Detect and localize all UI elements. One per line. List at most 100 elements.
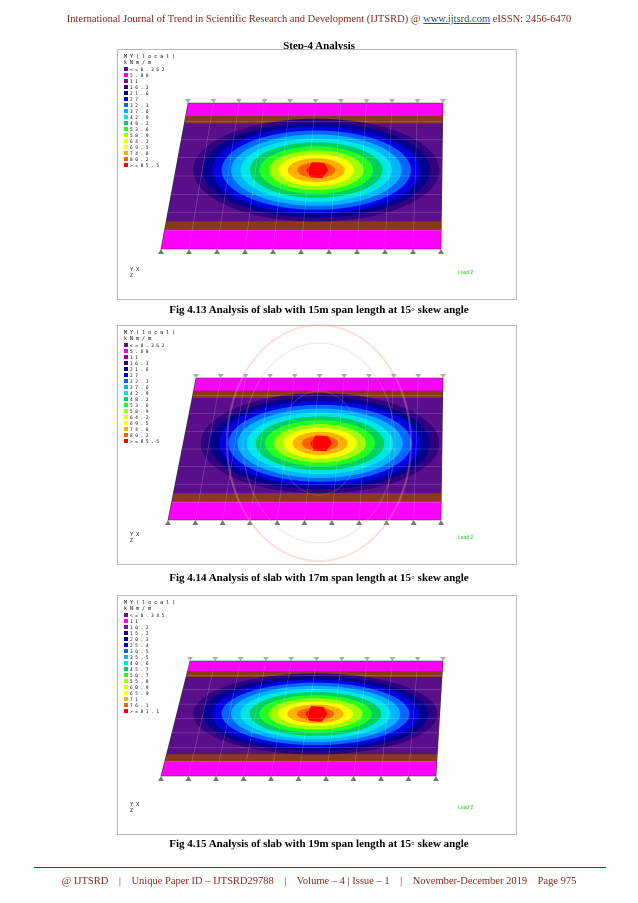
legend-label: 3 5 . 5 bbox=[130, 655, 149, 661]
legend-swatch bbox=[124, 667, 128, 671]
legend-title: M Y ( l o c a l ) bbox=[124, 330, 175, 336]
legend-swatch bbox=[124, 133, 128, 137]
support-marker bbox=[328, 520, 335, 525]
legend-label: 5 . 8 8 bbox=[130, 73, 149, 79]
support-marker bbox=[261, 99, 268, 103]
legend-title: M Y ( l o c a l ) bbox=[124, 54, 175, 60]
legend-label: 5 3 . 6 bbox=[130, 127, 149, 133]
support-marker bbox=[212, 657, 219, 661]
legend-swatch bbox=[124, 391, 128, 395]
legend-swatch bbox=[124, 661, 128, 665]
legend-label: 3 7 . 6 bbox=[130, 385, 149, 391]
support-marker bbox=[338, 657, 345, 661]
axis-y-label: Y bbox=[130, 267, 134, 273]
legend-label: 2 7 bbox=[130, 97, 138, 103]
support-marker bbox=[301, 520, 308, 525]
legend-swatch bbox=[124, 67, 128, 71]
legend-swatch bbox=[124, 709, 128, 713]
legend-swatch bbox=[124, 355, 128, 359]
legend-swatch bbox=[124, 691, 128, 695]
support-marker bbox=[158, 776, 164, 781]
support-marker bbox=[267, 374, 274, 378]
support-marker bbox=[210, 99, 217, 103]
footer-paper-id: Unique Paper ID – IJTSRD29788 bbox=[131, 876, 274, 887]
support-marker bbox=[291, 374, 298, 378]
support-marker bbox=[298, 249, 304, 254]
legend-swatch bbox=[124, 649, 128, 653]
footer-page: Page 975 bbox=[537, 876, 577, 887]
legend-swatch bbox=[124, 433, 128, 437]
load-case-label: Load 2 bbox=[458, 805, 474, 811]
legend-swatch bbox=[124, 73, 128, 77]
journal-website-link[interactable]: www.ijtsrd.com bbox=[423, 14, 491, 25]
legend-swatch bbox=[124, 163, 128, 167]
legend-label: 1 1 bbox=[130, 619, 138, 625]
legend-label: 6 5 . 9 bbox=[130, 691, 149, 697]
legend-swatch bbox=[124, 349, 128, 353]
legend-swatch bbox=[124, 361, 128, 365]
legend-label: 5 . 6 8 bbox=[130, 349, 149, 355]
legend-swatch bbox=[124, 373, 128, 377]
axis-x-label: X bbox=[136, 267, 140, 273]
legend-label: 7 4 . 8 bbox=[130, 151, 149, 157]
support-marker bbox=[415, 374, 422, 378]
legend-label: 1 1 bbox=[130, 355, 138, 361]
support-marker bbox=[414, 99, 421, 103]
figure-caption: Fig 4.15 Analysis of slab with 19m span … bbox=[169, 838, 469, 850]
legend-swatch bbox=[124, 91, 128, 95]
legend-label: 1 6 . 3 bbox=[130, 361, 149, 367]
axis-y-label: Y bbox=[130, 532, 134, 538]
legend-label: 2 1 . 6 bbox=[130, 91, 149, 97]
legend-label: 5 3 . 6 bbox=[130, 403, 149, 409]
support-marker bbox=[288, 657, 295, 661]
legend-label: 3 0 . 5 bbox=[130, 649, 149, 655]
legend-label: 7 4 . 8 bbox=[130, 427, 149, 433]
legend-label: 3 2 . 3 bbox=[130, 379, 149, 385]
support-marker bbox=[438, 520, 444, 525]
support-marker bbox=[363, 99, 370, 103]
legend-swatch bbox=[124, 97, 128, 101]
legend-swatch bbox=[124, 439, 128, 443]
support-marker bbox=[158, 249, 164, 254]
legend-swatch bbox=[124, 397, 128, 401]
footer-volume: Volume – 4 | Issue – 1 bbox=[296, 876, 390, 887]
legend-swatch bbox=[124, 643, 128, 647]
support-marker bbox=[219, 520, 226, 525]
slab-contours bbox=[161, 103, 443, 249]
legend-label: 4 2 . 9 bbox=[130, 391, 149, 397]
support-marker bbox=[390, 374, 397, 378]
slab-contours bbox=[168, 378, 443, 520]
legend-label: 7 1 bbox=[130, 697, 138, 703]
support-marker bbox=[433, 776, 439, 781]
legend-label: 8 0 . 2 bbox=[130, 433, 149, 439]
legend-swatch bbox=[124, 655, 128, 659]
support-marker bbox=[440, 657, 446, 661]
support-marker bbox=[193, 374, 199, 378]
legend-label: 4 5 . 7 bbox=[130, 667, 149, 673]
support-marker bbox=[313, 657, 320, 661]
legend-label: 8 0 . 2 bbox=[130, 157, 149, 163]
legend-label: 1 1 bbox=[130, 79, 138, 85]
journal-name: International Journal of Trend in Scient… bbox=[66, 14, 424, 25]
support-marker bbox=[414, 657, 421, 661]
footer-source: @ IJTSRD bbox=[61, 876, 109, 887]
legend-label: 5 5 . 8 bbox=[130, 679, 149, 685]
legend-swatch bbox=[124, 127, 128, 131]
support-marker bbox=[364, 657, 371, 661]
journal-issn: eISSN: 2456-6470 bbox=[490, 14, 572, 25]
axis-z-label: Z bbox=[130, 538, 133, 544]
figure-caption: Fig 4.14 Analysis of slab with 17m span … bbox=[169, 572, 469, 584]
support-marker bbox=[338, 99, 344, 103]
support-marker bbox=[165, 520, 171, 525]
support-marker bbox=[382, 249, 388, 254]
support-marker bbox=[378, 776, 384, 781]
support-marker bbox=[185, 99, 191, 103]
legend-swatch bbox=[124, 679, 128, 683]
support-marker bbox=[268, 776, 274, 781]
support-marker bbox=[192, 520, 199, 525]
legend-label: 3 7 . 6 bbox=[130, 109, 149, 115]
support-marker bbox=[316, 374, 323, 378]
legend-label: 6 9 . 5 bbox=[130, 145, 149, 151]
